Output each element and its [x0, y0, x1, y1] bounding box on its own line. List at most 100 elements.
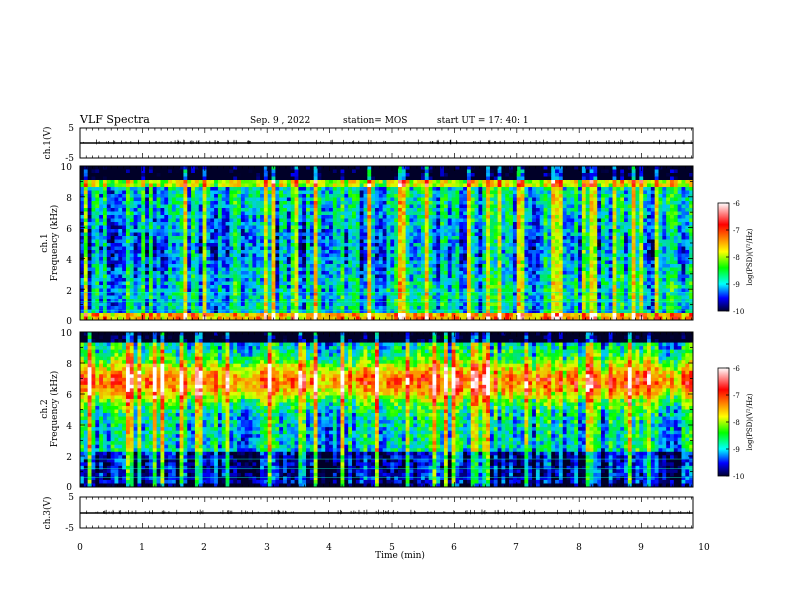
spectrogram-cell	[451, 295, 456, 300]
spectrogram-cell	[118, 173, 123, 177]
spectrogram-cell	[329, 243, 334, 247]
spectrogram-cell	[355, 225, 361, 230]
spectrogram-cell	[237, 218, 242, 223]
spectrogram-cell	[382, 306, 387, 310]
spectrogram-cell	[413, 180, 418, 184]
spectrogram-cell	[283, 285, 288, 289]
spectrogram-cell	[260, 306, 265, 310]
spectrogram-cell	[137, 236, 142, 240]
spectrogram-cell	[463, 229, 468, 233]
spectrogram-cell	[187, 295, 192, 300]
spectrogram-cell	[432, 299, 437, 303]
spectrogram-cell	[198, 316, 203, 320]
spectrogram-cell	[375, 309, 380, 314]
spectrogram-cell	[463, 253, 468, 258]
spectrogram-cell	[279, 246, 284, 251]
spectrogram-cell	[252, 225, 257, 230]
spectrogram-cell	[309, 194, 315, 198]
spectrogram-cell	[145, 211, 150, 216]
spectrogram-cell	[102, 271, 108, 275]
spectrogram-cell	[202, 306, 207, 310]
spectrogram-cell	[294, 295, 299, 300]
spectrogram-cell	[171, 222, 177, 226]
spectrogram-cell	[194, 169, 200, 174]
spectrogram-cell	[110, 176, 115, 181]
spectrogram-cell	[325, 190, 330, 195]
spectrogram-cell	[382, 215, 387, 219]
spectrogram-cell	[409, 313, 414, 317]
spectrogram-cell	[160, 243, 165, 247]
spectrogram-cell	[470, 201, 476, 205]
spectrogram-cell	[125, 208, 131, 212]
spectrogram-cell	[367, 250, 372, 254]
spectrogram-cell	[187, 194, 192, 198]
spectrogram-cell	[329, 197, 334, 202]
spectrogram-cell	[355, 253, 361, 258]
spectrogram-cell	[317, 257, 322, 261]
spectrogram-cell	[275, 271, 280, 275]
spectrogram-cell	[286, 211, 292, 216]
spectrogram-cell	[332, 295, 338, 300]
spectrogram-cell	[114, 194, 119, 198]
spectrogram-cell	[294, 239, 299, 244]
spectrogram-cell	[382, 313, 387, 317]
spectrogram-cell	[198, 222, 203, 226]
spectrogram-cell	[137, 229, 142, 233]
spectrogram-cell	[87, 187, 92, 191]
spectrogram-cell	[206, 201, 211, 205]
spectrogram-cell	[102, 173, 108, 177]
spectrogram-cell	[363, 229, 368, 233]
spectrogram-cell	[443, 166, 449, 170]
spectrogram-cell	[397, 299, 403, 303]
spectrogram-cell	[191, 299, 196, 303]
spectrogram-cell	[244, 267, 249, 272]
spectrogram-cell	[110, 180, 115, 184]
spectrogram-cell	[317, 187, 322, 191]
spectrogram-cell	[447, 306, 453, 310]
spectrogram-cell	[175, 176, 181, 181]
spectrogram-cell	[160, 302, 165, 307]
spectrogram-cell	[482, 246, 487, 251]
spectrogram-cell	[336, 309, 341, 314]
spectrogram-cell	[432, 271, 437, 275]
spectrogram-cell	[152, 173, 158, 177]
spectrogram-cell	[256, 208, 261, 212]
spectrogram-cell	[102, 239, 108, 244]
spectrogram-cell	[141, 187, 146, 191]
spectrogram-cell	[83, 201, 89, 205]
spectrogram-cell	[217, 306, 223, 310]
spectrogram-cell	[118, 201, 123, 205]
spectrogram-cell	[260, 271, 265, 275]
spectrogram-cell	[225, 313, 230, 317]
spectrogram-cell	[344, 232, 349, 237]
spectrogram-cell	[409, 306, 414, 310]
spectrogram-cell	[309, 239, 315, 244]
spectrogram-cell	[378, 201, 384, 205]
spectrogram-cell	[440, 211, 445, 216]
spectrogram-cell	[229, 197, 234, 202]
spectrogram-cell	[375, 313, 380, 317]
spectrogram-cell	[306, 253, 311, 258]
spectrogram-cell	[110, 257, 115, 261]
spectrogram-cell	[141, 253, 146, 258]
spectrogram-cell	[183, 257, 188, 261]
spectrogram-cell	[194, 176, 200, 181]
spectrogram-cell	[275, 278, 280, 282]
spectrogram-cell	[340, 267, 345, 272]
spectrogram-cell	[171, 225, 177, 230]
spectrogram-cell	[160, 281, 165, 286]
spectrogram-cell	[474, 215, 479, 219]
spectrogram-cell	[206, 250, 211, 254]
spectrogram-cell	[183, 243, 188, 247]
spectrogram-cell	[390, 194, 395, 198]
spectrogram-cell	[122, 169, 127, 174]
spectrogram-cell	[290, 183, 295, 188]
spectrogram-cell	[279, 173, 284, 177]
spectrogram-cell	[321, 288, 326, 293]
spectrogram-cell	[455, 201, 460, 205]
spectrogram-cell	[401, 267, 407, 272]
spectrogram-cell	[99, 197, 104, 202]
spectrogram-cell	[367, 309, 372, 314]
spectrogram-cell	[336, 183, 341, 188]
spectrogram-cell	[440, 225, 445, 230]
